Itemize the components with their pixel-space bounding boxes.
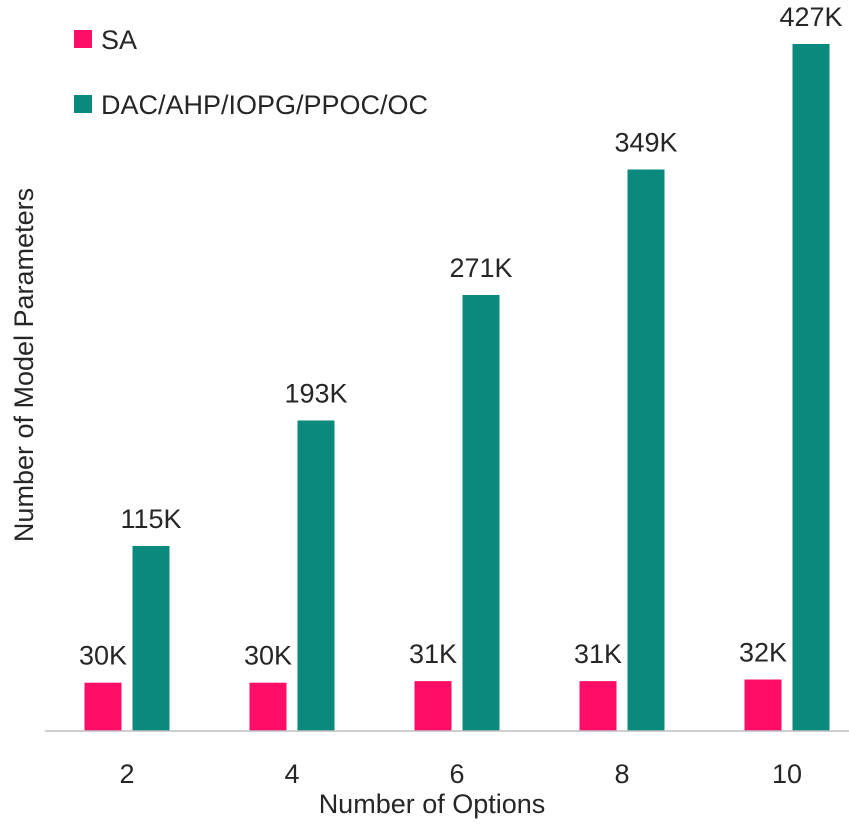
x-tick-labels: 2 4 6 8 10 bbox=[119, 759, 802, 789]
data-label-dac-ahp-iopg-ppoc-oc-10: 427K bbox=[779, 2, 842, 32]
bar-sa-10 bbox=[744, 679, 782, 731]
legend-swatch-sa bbox=[74, 30, 92, 48]
data-label-dac-ahp-iopg-ppoc-oc-8: 349K bbox=[614, 127, 677, 157]
bar-sa-8 bbox=[579, 681, 617, 731]
x-tick-label-4: 4 bbox=[284, 759, 299, 789]
bar-sa-4 bbox=[249, 682, 287, 731]
bar-dac-ahp-iopg-ppoc-oc-2 bbox=[132, 545, 170, 731]
x-tick-label-8: 8 bbox=[614, 759, 629, 789]
data-label-dac-ahp-iopg-ppoc-oc-4: 193K bbox=[284, 378, 347, 408]
legend-swatch-dac-ahp-iopg-ppoc-oc bbox=[74, 95, 92, 113]
data-label-sa-4: 30K bbox=[244, 641, 292, 671]
bar-sa-6 bbox=[414, 681, 452, 731]
x-axis-title: Number of Options bbox=[319, 789, 546, 819]
x-tick-label-6: 6 bbox=[449, 759, 464, 789]
legend-label-sa: SA bbox=[101, 25, 137, 55]
y-axis-title: Number of Model Parameters bbox=[9, 188, 39, 542]
data-label-dac-ahp-iopg-ppoc-oc-6: 271K bbox=[449, 253, 512, 283]
data-label-sa-10: 32K bbox=[739, 638, 787, 668]
legend-label-dac-ahp-iopg-ppoc-oc: DAC/AHP/IOPG/PPOC/OC bbox=[101, 90, 428, 120]
x-tick-label-10: 10 bbox=[772, 759, 802, 789]
data-label-dac-ahp-iopg-ppoc-oc-2: 115K bbox=[120, 504, 181, 534]
bar-dac-ahp-iopg-ppoc-oc-8 bbox=[627, 169, 665, 731]
data-label-sa-2: 30K bbox=[79, 641, 127, 671]
bar-dac-ahp-iopg-ppoc-oc-10 bbox=[792, 44, 830, 731]
x-tick-label-2: 2 bbox=[119, 759, 134, 789]
data-label-sa-8: 31K bbox=[574, 639, 622, 669]
bar-labels-layer: 30K 115K 30K 193K 31K 271K 31K 349K 32K 427K bbox=[79, 2, 843, 671]
bars-layer bbox=[84, 44, 830, 731]
legend: SA DAC/AHP/IOPG/PPOC/OC bbox=[74, 25, 428, 120]
bar-dac-ahp-iopg-ppoc-oc-6 bbox=[462, 294, 500, 731]
bar-dac-ahp-iopg-ppoc-oc-4 bbox=[297, 420, 335, 731]
bar-sa-2 bbox=[84, 682, 122, 731]
data-label-sa-6: 31K bbox=[409, 639, 457, 669]
